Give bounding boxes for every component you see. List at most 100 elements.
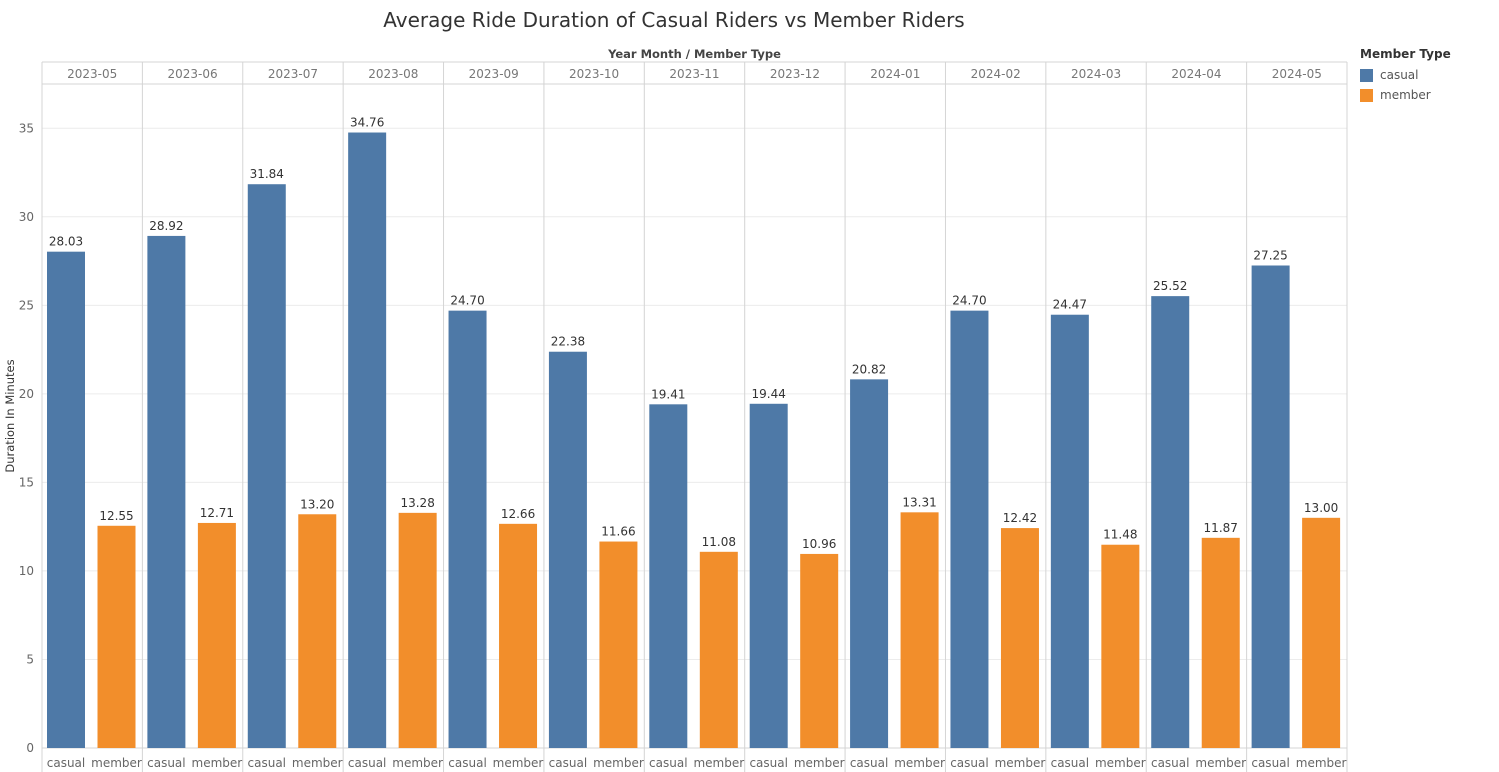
y-tick-label: 25 <box>19 298 34 312</box>
bar-casual-2023-06 <box>147 235 186 748</box>
data-label-member-2024-01: 13.31 <box>902 495 936 509</box>
y-tick-label: 30 <box>19 210 34 224</box>
bar-member-2023-10 <box>599 541 638 748</box>
x-tick-label-member: member <box>593 756 644 770</box>
bar-casual-2023-09 <box>448 310 487 748</box>
x-tick-label-member: member <box>794 756 845 770</box>
x-tick-label-member: member <box>1095 756 1146 770</box>
x-tick-label-casual: casual <box>1251 756 1290 770</box>
bar-casual-2023-12 <box>749 403 788 748</box>
data-label-member-2023-11: 11.08 <box>702 535 736 549</box>
legend-swatch-member <box>1360 88 1373 102</box>
data-label-casual-2023-06: 28.92 <box>149 219 183 233</box>
data-label-casual-2024-01: 20.82 <box>852 362 886 376</box>
x-tick-label-casual: casual <box>950 756 989 770</box>
x-tick-label-casual: casual <box>1051 756 1090 770</box>
month-header-2023-05: 2023-05 <box>67 67 117 81</box>
data-label-member-2023-07: 13.20 <box>300 497 334 511</box>
y-tick-label: 15 <box>19 475 34 489</box>
x-tick-label-casual: casual <box>549 756 588 770</box>
month-header-2023-07: 2023-07 <box>268 67 318 81</box>
x-tick-label-member: member <box>493 756 544 770</box>
x-tick-label-casual: casual <box>348 756 387 770</box>
x-tick-label-member: member <box>392 756 443 770</box>
data-label-member-2023-08: 13.28 <box>400 496 434 510</box>
chart-title: Average Ride Duration of Casual Riders v… <box>383 8 965 32</box>
bar-member-2023-08 <box>398 512 437 748</box>
data-label-casual-2024-04: 25.52 <box>1153 279 1187 293</box>
bar-casual-2023-10 <box>548 351 587 748</box>
legend-label-casual: casual <box>1380 68 1419 82</box>
x-tick-label-casual: casual <box>1151 756 1190 770</box>
data-label-member-2023-06: 12.71 <box>200 506 234 520</box>
x-tick-label-member: member <box>91 756 142 770</box>
x-tick-label-member: member <box>292 756 343 770</box>
data-label-casual-2023-05: 28.03 <box>49 235 83 249</box>
month-header-2023-08: 2023-08 <box>368 67 418 81</box>
bar-member-2024-04 <box>1201 537 1240 748</box>
x-tick-label-casual: casual <box>649 756 688 770</box>
bar-casual-2023-11 <box>649 404 688 748</box>
legend-item-member[interactable]: member <box>1360 85 1451 105</box>
bar-casual-2023-08 <box>348 132 387 749</box>
y-axis-title: Duration In Minutes <box>3 359 17 472</box>
bar-member-2024-05 <box>1302 517 1341 748</box>
legend: Member Type casual member <box>1360 47 1451 105</box>
y-tick-label: 0 <box>26 741 34 755</box>
month-header-2023-12: 2023-12 <box>770 67 820 81</box>
bar-casual-2024-04 <box>1151 296 1190 748</box>
data-label-member-2024-03: 11.48 <box>1103 528 1137 542</box>
data-label-casual-2024-03: 24.47 <box>1053 298 1087 312</box>
bar-member-2023-06 <box>197 522 236 748</box>
y-tick-label: 20 <box>19 387 34 401</box>
legend-label-member: member <box>1380 88 1431 102</box>
bar-casual-2024-03 <box>1050 314 1089 748</box>
month-header-2023-09: 2023-09 <box>469 67 519 81</box>
bar-chart: Year Month / Member Type 0 5 10 15 20 25 30 35 Du… <box>3 47 1348 772</box>
x-tick-label-member: member <box>995 756 1046 770</box>
month-header-2023-11: 2023-11 <box>669 67 719 81</box>
bar-member-2023-09 <box>499 523 538 748</box>
x-tick-label-member: member <box>693 756 744 770</box>
y-tick-label: 35 <box>19 121 34 135</box>
x-tick-label-member: member <box>894 756 945 770</box>
data-label-member-2023-10: 11.66 <box>601 525 635 539</box>
x-tick-label-casual: casual <box>147 756 186 770</box>
legend-item-casual[interactable]: casual <box>1360 65 1451 85</box>
month-header-2024-02: 2024-02 <box>971 67 1021 81</box>
data-label-casual-2023-12: 19.44 <box>752 387 786 401</box>
data-label-member-2024-05: 13.00 <box>1304 501 1338 515</box>
bar-casual-2023-05 <box>47 251 85 748</box>
data-label-casual-2023-10: 22.38 <box>551 335 585 349</box>
x-tick-label-casual: casual <box>749 756 788 770</box>
y-tick-label: 10 <box>19 564 34 578</box>
bar-member-2023-07 <box>298 514 337 748</box>
y-tick-label: 5 <box>26 652 34 666</box>
x-tick-label-casual: casual <box>850 756 889 770</box>
x-tick-label-casual: casual <box>47 756 86 770</box>
bar-member-2024-02 <box>1000 528 1039 748</box>
bar-member-2023-11 <box>699 551 738 748</box>
data-label-casual-2023-08: 34.76 <box>350 116 384 130</box>
data-label-member-2024-04: 11.87 <box>1204 521 1238 535</box>
bar-casual-2023-07 <box>247 184 286 748</box>
bar-casual-2024-01 <box>850 379 889 748</box>
data-label-member-2024-02: 12.42 <box>1003 511 1037 525</box>
data-label-member-2023-05: 12.55 <box>99 509 133 523</box>
legend-title: Member Type <box>1360 47 1451 61</box>
bar-member-2023-05 <box>97 525 136 748</box>
month-header-2024-05: 2024-05 <box>1272 67 1322 81</box>
data-label-casual-2024-02: 24.70 <box>952 294 986 308</box>
bar-member-2024-03 <box>1101 544 1140 748</box>
data-label-casual-2023-09: 24.70 <box>450 294 484 308</box>
legend-swatch-casual <box>1360 68 1373 82</box>
bar-casual-2024-02 <box>950 310 989 748</box>
month-header-2024-04: 2024-04 <box>1171 67 1221 81</box>
data-label-casual-2024-05: 27.25 <box>1253 248 1287 262</box>
x-tick-label-casual: casual <box>248 756 287 770</box>
bar-member-2024-01 <box>900 512 939 748</box>
data-label-member-2023-12: 10.96 <box>802 537 836 551</box>
month-header-2023-10: 2023-10 <box>569 67 619 81</box>
column-header-label: Year Month / Member Type <box>607 47 781 61</box>
x-tick-label-member: member <box>192 756 243 770</box>
